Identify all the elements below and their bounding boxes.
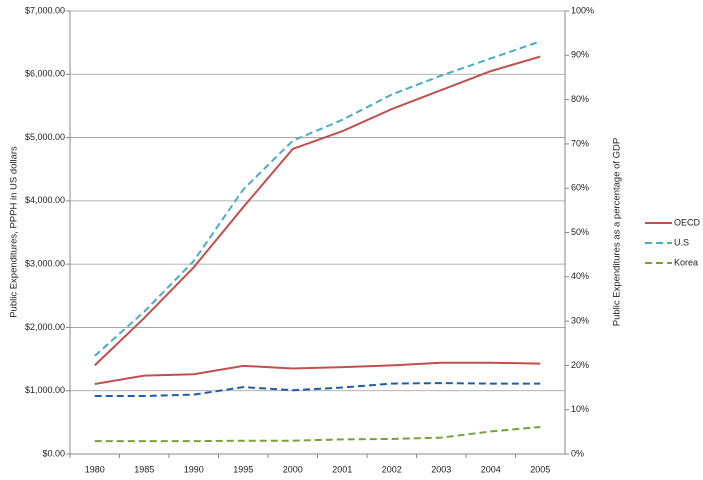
y-tick-label: $6,000.00 — [25, 69, 65, 79]
y2-tick-label: 10% — [571, 404, 589, 414]
y2-tick-label: 60% — [571, 183, 589, 193]
y2-tick-label: 70% — [571, 138, 589, 148]
series-line — [94, 55, 541, 367]
y-tick-label: $4,000.00 — [25, 195, 65, 205]
y-tick-label: $5,000.00 — [25, 132, 65, 142]
legend-label: Korea — [674, 257, 698, 267]
legend-label: OECD — [674, 217, 701, 227]
y-tick-label: $3,000.00 — [25, 259, 65, 269]
y-tick-label: $7,000.00 — [25, 5, 65, 15]
series-line — [94, 425, 541, 443]
x-tick-label: 2003 — [431, 464, 451, 474]
y-tick-label: $0.00 — [42, 448, 65, 458]
y2-tick-label: 40% — [571, 271, 589, 281]
legend-label: U.S — [674, 237, 689, 247]
x-tick-label: 2002 — [382, 464, 402, 474]
series-line — [94, 40, 541, 357]
y-tick-label: $1,000.00 — [25, 385, 65, 395]
x-tick-label: 2004 — [481, 464, 501, 474]
y-tick-label: $2,000.00 — [25, 322, 65, 332]
x-tick-label: 2001 — [332, 464, 352, 474]
y2-tick-label: 80% — [571, 94, 589, 104]
x-tick-label: 1990 — [184, 464, 204, 474]
y2-tick-label: 100% — [571, 5, 594, 15]
x-tick-label: 1995 — [233, 464, 253, 474]
x-tick-label: 2000 — [283, 464, 303, 474]
series-line — [94, 382, 541, 397]
x-tick-label: 1980 — [85, 464, 105, 474]
y2-tick-label: 50% — [571, 227, 589, 237]
y2-axis-title: Public Expenditures as a percentage of G… — [612, 138, 623, 327]
y-axis-title: Public Expenditures, PPPH in US dollars — [9, 146, 20, 318]
x-tick-label: 2005 — [530, 464, 550, 474]
series-line — [94, 361, 541, 385]
y2-tick-label: 30% — [571, 315, 589, 325]
x-tick-label: 1985 — [134, 464, 154, 474]
y2-tick-label: 90% — [571, 50, 589, 60]
y2-tick-label: 0% — [571, 448, 584, 458]
y2-tick-label: 20% — [571, 360, 589, 370]
